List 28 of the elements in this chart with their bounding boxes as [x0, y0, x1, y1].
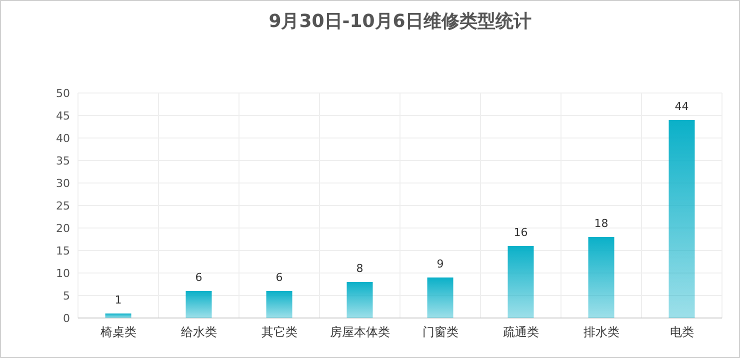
y-tick-label: 35 — [56, 154, 70, 168]
data-label: 18 — [594, 217, 608, 230]
y-tick-label: 5 — [63, 290, 70, 302]
x-tick-label: 给水类 — [180, 325, 217, 339]
y-tick-label: 15 — [56, 244, 70, 258]
x-tick-label: 其它类 — [261, 325, 298, 339]
data-label: 6 — [195, 271, 202, 284]
y-tick-label: 20 — [56, 222, 70, 235]
y-tick-label: 25 — [56, 200, 70, 212]
x-tick-label: 电类 — [670, 325, 694, 339]
y-tick-label: 45 — [56, 110, 70, 122]
data-label: 6 — [276, 271, 283, 284]
y-tick-label: 0 — [63, 312, 70, 325]
y-tick-label: 40 — [56, 132, 70, 145]
x-tick-label: 门窗类 — [422, 325, 458, 339]
data-label: 8 — [356, 262, 364, 275]
x-tick-label: 排水类 — [583, 325, 620, 339]
x-tick-label: 椅桌类 — [100, 325, 136, 339]
data-label: 44 — [674, 100, 689, 113]
data-label: 9 — [436, 258, 444, 270]
chart-title: 9月30日-10月6日维修类型统计 — [268, 11, 532, 32]
data-label: 16 — [514, 226, 528, 239]
x-tick-label: 房屋本体类 — [330, 325, 390, 339]
x-tick-label: 疏通类 — [502, 325, 539, 339]
y-tick-label: 10 — [56, 267, 70, 280]
y-tick-label: 50 — [56, 87, 70, 100]
data-label: 1 — [114, 294, 122, 306]
y-tick-label: 30 — [56, 177, 70, 190]
